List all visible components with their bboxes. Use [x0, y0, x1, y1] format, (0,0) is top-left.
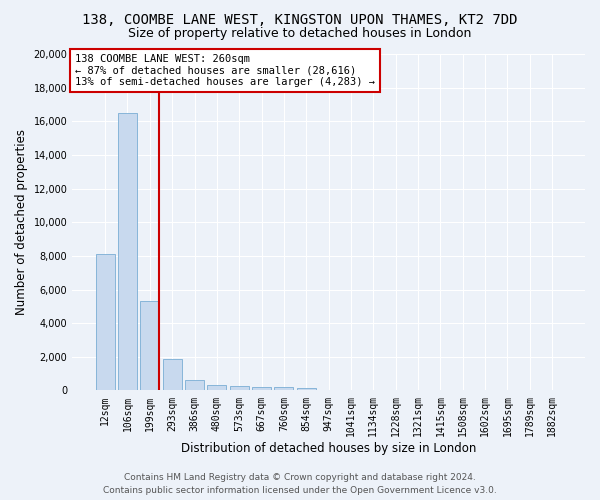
Text: Contains HM Land Registry data © Crown copyright and database right 2024.
Contai: Contains HM Land Registry data © Crown c…: [103, 474, 497, 495]
Text: 138 COOMBE LANE WEST: 260sqm
← 87% of detached houses are smaller (28,616)
13% o: 138 COOMBE LANE WEST: 260sqm ← 87% of de…: [75, 54, 375, 87]
Text: Size of property relative to detached houses in London: Size of property relative to detached ho…: [128, 28, 472, 40]
Bar: [230, 386, 249, 390]
Bar: [95, 254, 115, 390]
Bar: [140, 302, 160, 390]
Bar: [252, 387, 271, 390]
Bar: [185, 380, 204, 390]
Bar: [163, 360, 182, 390]
Bar: [208, 384, 226, 390]
Text: 138, COOMBE LANE WEST, KINGSTON UPON THAMES, KT2 7DD: 138, COOMBE LANE WEST, KINGSTON UPON THA…: [82, 12, 518, 26]
Bar: [118, 113, 137, 390]
Bar: [274, 388, 293, 390]
X-axis label: Distribution of detached houses by size in London: Distribution of detached houses by size …: [181, 442, 476, 455]
Bar: [297, 388, 316, 390]
Y-axis label: Number of detached properties: Number of detached properties: [15, 129, 28, 315]
